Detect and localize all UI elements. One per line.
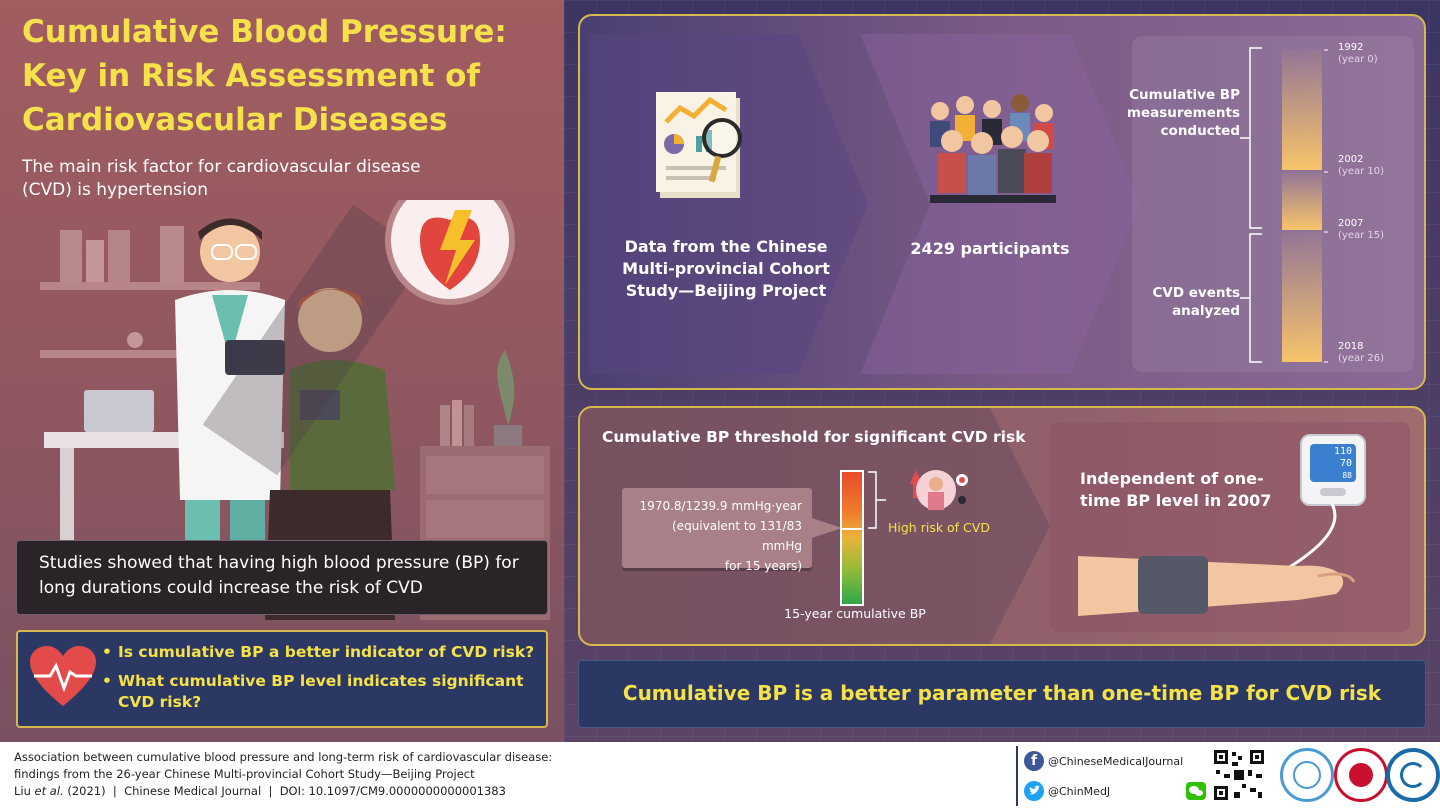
threshold-value-line: for 15 years) bbox=[724, 559, 802, 573]
society-logo bbox=[1280, 748, 1334, 802]
twitter-handle: @ChinMedJ bbox=[1048, 784, 1111, 798]
main-title: Cumulative Blood Pressure: Key in Risk A… bbox=[22, 14, 507, 138]
sick-person-icon bbox=[910, 470, 968, 510]
question-item: • Is cumulative BP a better indicator of… bbox=[102, 642, 538, 663]
twitter-link[interactable]: @ChinMedJ bbox=[1024, 780, 1110, 802]
year-label-2018: 2018 (year 26) bbox=[1338, 341, 1384, 365]
study-box: Data from the Chinese Multi-provincial C… bbox=[578, 14, 1426, 390]
studies-text: Studies showed that having high blood pr… bbox=[16, 540, 548, 615]
year-value: 1992 bbox=[1338, 42, 1364, 53]
arm-with-cuff-illustration bbox=[1078, 504, 1356, 616]
question-text: Is cumulative BP a better indicator of C… bbox=[118, 643, 535, 661]
citation-authors: Liu bbox=[14, 784, 31, 798]
cmj-logo bbox=[1386, 748, 1440, 802]
question-item: • What cumulative BP level indicates sig… bbox=[102, 671, 538, 713]
qr-code[interactable] bbox=[1212, 748, 1266, 802]
gauge-threshold-tick bbox=[840, 528, 864, 530]
gauge-bracket bbox=[868, 471, 886, 529]
pointer-arrow bbox=[812, 518, 842, 538]
citation-title-line: findings from the 26-year Chinese Multi-… bbox=[14, 767, 475, 781]
report-document-icon bbox=[656, 92, 742, 198]
year-label-2002: 2002 (year 10) bbox=[1338, 154, 1384, 178]
bp-monitor: 110 70 88 bbox=[1300, 434, 1366, 506]
chinese-medical-association-logo bbox=[1334, 748, 1388, 802]
chevron-shape bbox=[860, 34, 1140, 374]
year-sub: (year 26) bbox=[1338, 353, 1385, 364]
questions-list: • Is cumulative BP a better indicator of… bbox=[102, 642, 538, 721]
data-source-label: Data from the Chinese Multi-provincial C… bbox=[622, 237, 830, 300]
independent-label: Independent of one-time BP level in 2007 bbox=[1080, 469, 1272, 510]
monitor-pulse: 88 bbox=[1342, 471, 1352, 480]
year-value: 2018 bbox=[1338, 341, 1364, 352]
right-panel: Data from the Chinese Multi-provincial C… bbox=[564, 0, 1440, 742]
timeline-bar bbox=[1282, 49, 1328, 363]
citation: Association between cumulative blood pre… bbox=[14, 749, 634, 800]
heart-pulse-icon bbox=[30, 646, 96, 706]
year-sub: (year 15) bbox=[1338, 230, 1385, 241]
facebook-handle: @ChineseMedicalJournal bbox=[1048, 754, 1184, 768]
gauge-label: 15-year cumulative BP bbox=[784, 606, 926, 621]
monitor-diastolic: 70 bbox=[1339, 458, 1352, 469]
footer-divider bbox=[1016, 746, 1018, 806]
year-sub: (year 0) bbox=[1338, 54, 1378, 65]
citation-year: (2021) bbox=[67, 784, 106, 798]
threshold-value-box: 1970.8/1239.9 mmHg·year (equivalent to 1… bbox=[622, 488, 812, 573]
timeline-brackets bbox=[1240, 47, 1262, 363]
facebook-icon: f bbox=[1024, 751, 1044, 771]
cvd-events-label: CVD events analyzed bbox=[1152, 285, 1240, 319]
participants-label: 2429 participants bbox=[910, 239, 1070, 258]
bullet-icon: • bbox=[102, 643, 112, 661]
bp-gauge bbox=[840, 470, 864, 606]
citation-meta: Liu et al. (2021) | Chinese Medical Jour… bbox=[14, 784, 506, 798]
timeline-panel bbox=[1132, 36, 1414, 372]
conclusion-banner: Cumulative BP is a better parameter than… bbox=[578, 660, 1426, 728]
citation-doi[interactable]: DOI: 10.1097/CM9.0000000000001383 bbox=[279, 784, 506, 798]
year-label-1992: 1992 (year 0) bbox=[1338, 42, 1378, 66]
facebook-link[interactable]: f @ChineseMedicalJournal bbox=[1024, 750, 1183, 772]
questions-box: • Is cumulative BP a better indicator of… bbox=[16, 630, 548, 728]
threshold-value-line: 1970.8/1239.9 mmHg·year bbox=[639, 499, 802, 513]
year-sub: (year 10) bbox=[1338, 166, 1385, 177]
threshold-value-line: (equivalent to 131/83 mmHg bbox=[672, 519, 802, 553]
subtitle: The main risk factor for cardiovascular … bbox=[22, 157, 421, 200]
twitter-icon bbox=[1024, 781, 1044, 801]
footer: Association between cumulative blood pre… bbox=[0, 742, 1440, 810]
left-panel: Cumulative Blood Pressure: Key in Risk A… bbox=[0, 0, 564, 742]
citation-title-line: Association between cumulative blood pre… bbox=[14, 750, 553, 764]
year-label-2007: 2007 (year 15) bbox=[1338, 218, 1384, 242]
measurements-label: Cumulative BP measurements conducted bbox=[1126, 87, 1240, 139]
participants-group-icon bbox=[930, 94, 1056, 203]
question-text: What cumulative BP level indicates signi… bbox=[118, 672, 524, 711]
monitor-systolic: 110 bbox=[1333, 446, 1352, 457]
monitor-button bbox=[1320, 488, 1346, 496]
bullet-icon: • bbox=[102, 672, 112, 690]
monitor-screen: 110 70 88 bbox=[1310, 444, 1356, 482]
threshold-box: Cumulative BP threshold for significant … bbox=[578, 406, 1426, 646]
threshold-title: Cumulative BP threshold for significant … bbox=[602, 428, 1026, 446]
year-value: 2007 bbox=[1338, 218, 1364, 229]
citation-etal: et al. bbox=[34, 784, 64, 798]
high-risk-label: High risk of CVD bbox=[888, 520, 990, 535]
wechat-icon[interactable] bbox=[1186, 782, 1206, 800]
citation-journal: Chinese Medical Journal bbox=[124, 784, 262, 798]
year-value: 2002 bbox=[1338, 154, 1364, 165]
